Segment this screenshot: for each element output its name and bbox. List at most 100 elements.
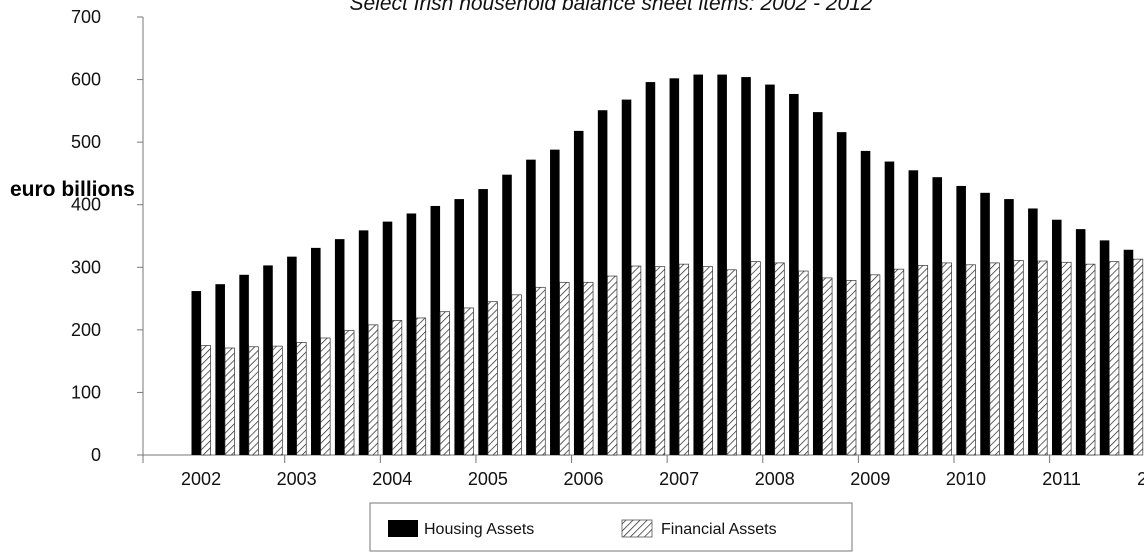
bar-financial-assets [487,301,498,456]
bar-housing-assets [1099,240,1110,455]
y-tick-label: 300 [71,257,101,277]
bar-financial-assets [678,263,690,456]
x-tick-label: 2012 [1137,469,1144,489]
bar-financial-assets [248,346,259,456]
bar-financial-assets [391,320,403,456]
bar-financial-assets [583,281,594,456]
bar-housing-assets [717,74,727,456]
bar-housing-assets [311,247,321,455]
bar-housing-assets [573,130,584,455]
bar-housing-assets [908,170,919,456]
y-tick-label: 0 [91,445,101,465]
bar-housing-assets [693,74,704,456]
x-tick-label: 2007 [659,469,699,489]
series-financial-assets [200,258,1144,456]
bar-housing-assets [932,177,943,455]
y-tick-label: 400 [71,195,101,215]
bar-financial-assets [941,262,952,456]
bar-housing-assets [789,93,799,455]
bar-financial-assets [439,311,450,456]
bar-financial-assets [320,337,331,456]
bar-housing-assets [358,230,369,455]
bar-housing-assets [430,205,441,455]
bar-housing-assets [454,199,464,455]
bar-housing-assets [191,291,202,455]
y-tick-label: 600 [71,70,101,90]
bar-housing-assets [263,265,273,455]
x-tick-label: 2002 [181,469,221,489]
bar-housing-assets [334,239,345,455]
bar-housing-assets [382,221,393,455]
bar-financial-assets [798,270,809,456]
bar-financial-assets [272,345,283,456]
y-axis-label: euro billions [10,178,135,201]
bar-housing-assets [1123,249,1134,455]
y-tick-label: 500 [71,132,101,152]
y-tick-label: 200 [71,320,101,340]
bar-financial-assets [869,274,881,456]
bar-financial-assets [654,266,666,456]
y-axis-ticks: 0 100 200 300 400 500 600 700 [71,7,143,465]
x-tick-label: 2006 [563,469,603,489]
bar-housing-assets [741,77,751,455]
bar-financial-assets [750,261,761,456]
series-housing-assets [191,74,1134,456]
bar-housing-assets [502,174,512,455]
bar-housing-assets [1004,199,1014,455]
bar-housing-assets [597,110,608,455]
legend-label-housing: Housing Assets [424,521,534,538]
bar-financial-assets [846,280,857,456]
x-tick-label: 2011 [1042,469,1081,489]
bar-housing-assets [884,161,895,456]
legend-swatch-financial [621,519,653,538]
x-tick-label: 2008 [755,469,795,489]
bar-housing-assets [669,78,680,455]
bar-financial-assets [559,281,570,456]
bar-housing-assets [956,185,966,455]
bar-housing-assets [860,150,871,455]
bar-housing-assets [287,256,297,455]
bar-financial-assets [1085,263,1096,456]
bar-housing-assets [239,274,249,455]
bar-financial-assets [463,307,474,456]
bar-financial-assets [965,264,976,456]
bar-housing-assets [478,189,488,456]
bar-housing-assets [812,112,823,455]
bar-financial-assets [511,294,522,456]
bar-housing-assets [1028,208,1038,455]
x-axis-ticks: 2002 2003 2004 2005 2006 2007 2008 2009 2010 2011… [142,455,1144,489]
bar-housing-assets [836,132,847,456]
bar-housing-assets [1051,219,1062,455]
x-tick-label: 2009 [850,469,890,489]
bar-financial-assets [200,345,211,456]
bar-financial-assets [344,330,355,456]
bar-financial-assets [774,262,785,456]
bar-housing-assets [980,192,990,455]
bar-housing-assets [215,284,225,455]
bar-housing-assets [406,213,417,455]
x-tick-label: 2010 [946,469,986,489]
legend-swatch-housing [388,520,418,537]
bar-financial-assets [296,342,307,456]
y-tick-label: 100 [71,382,101,402]
bar-financial-assets [607,275,618,456]
x-tick-label: 2005 [468,469,508,489]
x-tick-label: 2003 [277,469,317,489]
chart-title: Select Irish household balance sheet ite… [349,0,872,15]
bar-financial-assets [415,317,427,456]
bar-financial-assets [1037,260,1048,456]
bar-financial-assets [630,265,642,456]
bar-financial-assets [917,265,929,456]
legend: Housing Assets Financial Assets [369,502,853,552]
bar-financial-assets [1061,261,1072,456]
bar-financial-assets [822,277,833,456]
bar-financial-assets [726,269,737,456]
bar-housing-assets [526,159,536,456]
bar-financial-assets [1132,258,1144,456]
bar-housing-assets [1075,229,1086,455]
bar-housing-assets [645,82,656,456]
bar-financial-assets [989,262,1000,456]
x-tick-label: 2004 [372,469,412,489]
